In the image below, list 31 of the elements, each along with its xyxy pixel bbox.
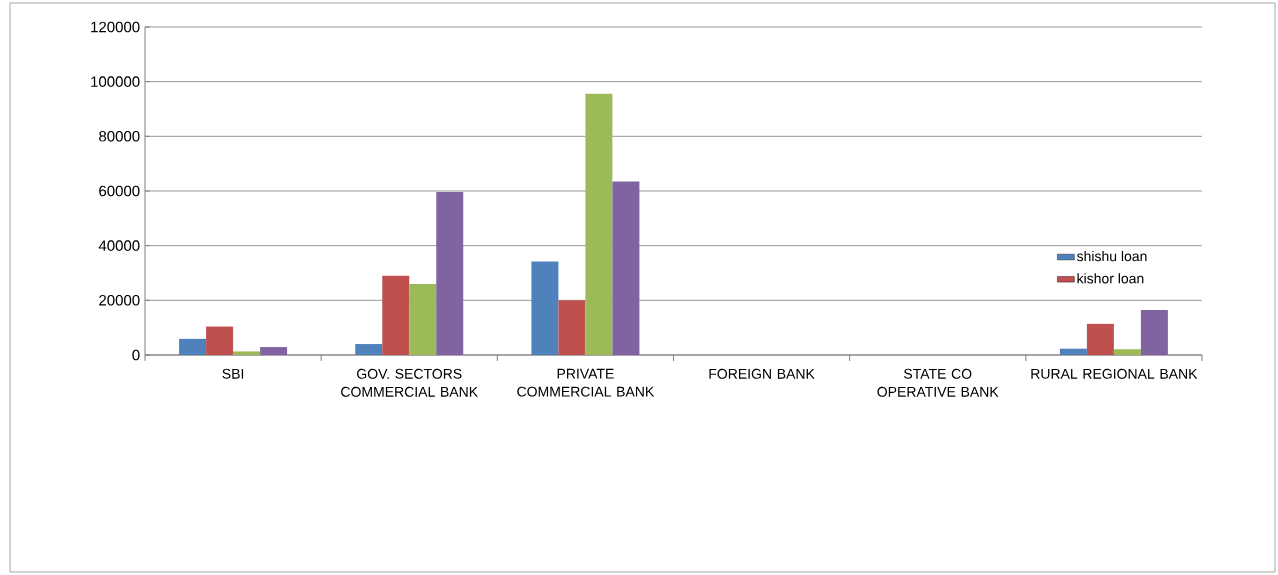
y-tick-label: 0: [132, 349, 140, 361]
y-tick-label: 120000: [91, 21, 140, 33]
y-tick-label: 40000: [98, 240, 140, 251]
y-tick-label: 80000: [99, 131, 140, 142]
x-tick-label: FOREIGN BANK: [709, 368, 815, 379]
legend-label: shishu loan: [1076, 250, 1147, 262]
bar: [355, 344, 383, 355]
bar: [585, 93, 613, 355]
x-tick-label: GOV. SECTORS COMMERCIAL BANK: [341, 368, 478, 397]
legend-label: kishor loan: [1077, 273, 1144, 284]
bar: [260, 347, 288, 355]
y-tick-label: 60000: [99, 185, 140, 197]
bar: [1140, 309, 1168, 355]
x-tick-label: SBI: [222, 368, 244, 379]
bar: [612, 181, 640, 355]
bar: [531, 261, 559, 355]
bar: [1059, 348, 1087, 355]
bar: [1086, 323, 1114, 355]
x-tick-label: STATE CO OPERATIVE BANK: [877, 368, 999, 397]
bar: [382, 275, 410, 355]
x-tick-label: RURAL REGIONAL BANK: [1031, 368, 1198, 379]
bar: [1113, 349, 1141, 355]
bar: [558, 300, 586, 355]
bar: [233, 351, 261, 355]
bar: [206, 326, 234, 355]
y-tick-label: 20000: [99, 295, 140, 306]
bar: [179, 338, 207, 355]
x-tick-label: PRIVATE COMMERCIAL BANK: [517, 368, 655, 397]
bar: [409, 283, 437, 355]
bar: [436, 192, 464, 355]
y-tick-label: 100000: [91, 76, 140, 87]
